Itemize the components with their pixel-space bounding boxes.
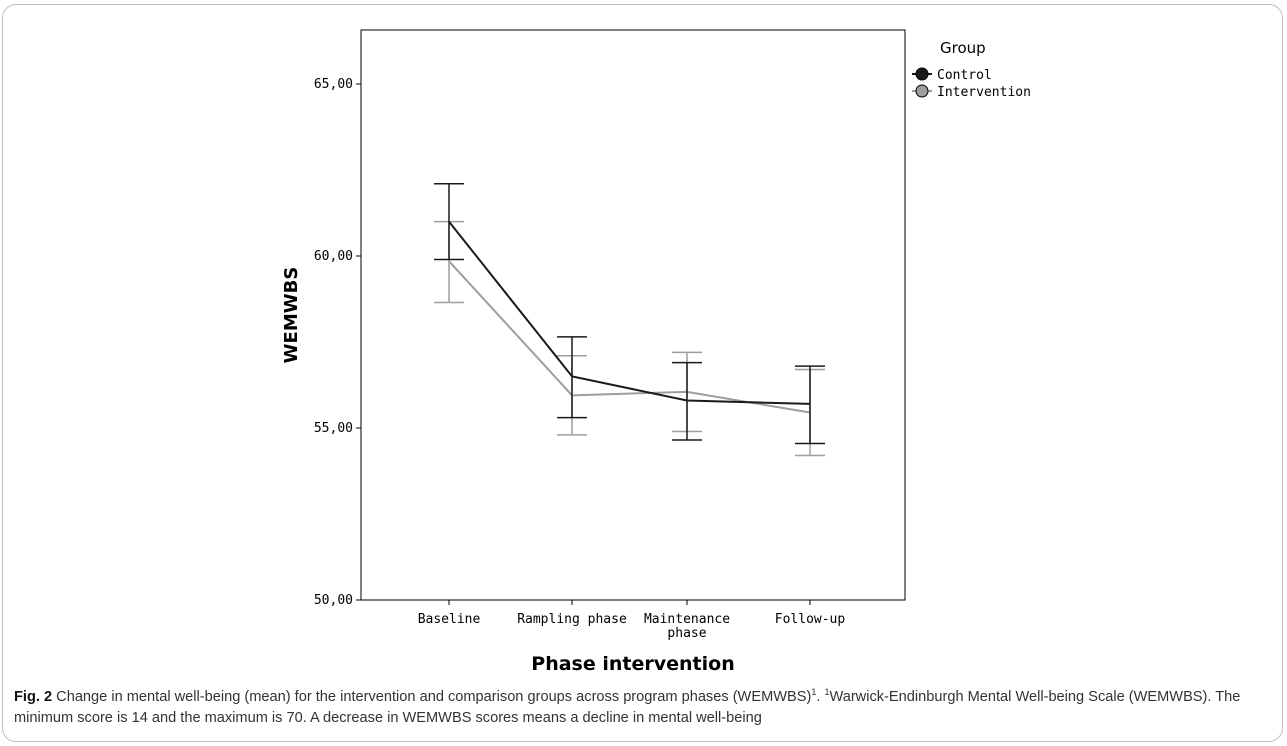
legend-title: Group xyxy=(940,39,986,57)
figure-label: Fig. 2 xyxy=(14,689,53,705)
legend-item-control: Control xyxy=(912,67,992,83)
caption-text-1: Change in mental well-being (mean) for t… xyxy=(52,689,812,705)
y-axis-title: WEMWBS xyxy=(281,267,302,364)
caption-text-2: . xyxy=(816,689,825,705)
y-tick-label: 65,00 xyxy=(314,77,353,92)
y-tick-label: 55,00 xyxy=(314,421,353,436)
error-bar xyxy=(672,361,702,441)
series-line-control xyxy=(448,220,811,405)
chart: 50,00 55,00 60,00 65,00 Baseline Rampling ph… xyxy=(281,29,1031,675)
y-tick-label: 60,00 xyxy=(314,249,353,264)
y-axis: 50,00 55,00 60,00 65,00 xyxy=(314,77,361,608)
caption-sup-2: 1 xyxy=(824,687,830,698)
x-tick-label: Maintenance xyxy=(644,612,730,627)
x-tick-label: phase xyxy=(667,626,706,641)
legend-marker xyxy=(915,67,929,81)
caption-sup-1: 1 xyxy=(811,687,817,698)
error-bar xyxy=(557,336,587,419)
figure-caption: Fig. 2 Change in mental well-being (mean… xyxy=(14,687,1276,729)
x-tick-label: Rampling phase xyxy=(517,612,627,627)
legend: Group Control Intervention xyxy=(912,39,1031,100)
legend-label: Control xyxy=(937,68,992,83)
plot-area xyxy=(360,29,906,601)
x-tick-label: Follow-up xyxy=(775,612,846,627)
legend-label: Intervention xyxy=(937,85,1031,100)
figure-frame xyxy=(2,4,1283,742)
series-control xyxy=(434,183,825,445)
error-bar xyxy=(795,365,825,445)
legend-item-intervention: Intervention xyxy=(912,84,1031,100)
series-layer xyxy=(434,183,825,457)
caption-text-3: Warwick-Endinburgh Mental Well-being Sca… xyxy=(14,689,1241,726)
y-tick-label: 50,00 xyxy=(314,593,353,608)
error-bar xyxy=(434,183,464,261)
x-axis-title: Phase intervention xyxy=(531,653,734,675)
legend-marker xyxy=(915,84,929,98)
x-tick-label: Baseline xyxy=(418,612,481,627)
